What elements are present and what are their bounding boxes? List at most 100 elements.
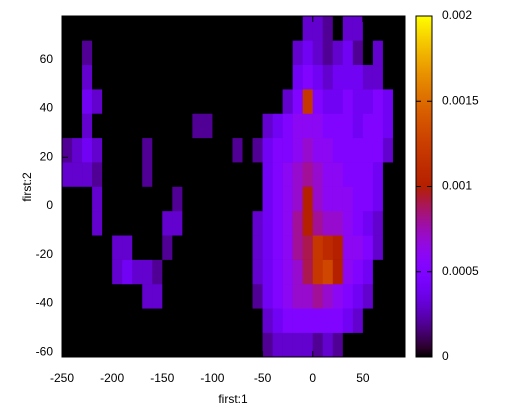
heat-cell [62,235,73,260]
heat-cell [282,210,293,236]
heat-cell [172,64,183,90]
heat-cell [132,40,143,66]
heat-cell [62,186,73,212]
heat-cell [102,16,113,41]
heat-cell [212,137,223,163]
heat-cell [122,162,133,187]
heat-cell [332,40,344,66]
heat-cell [122,259,133,285]
heat-cell [322,235,334,260]
heatmap-cells [62,16,404,358]
heat-cell [92,162,103,187]
plot-frame [61,15,406,358]
heat-cell [382,186,394,212]
heat-cell [92,283,103,309]
heat-cell [82,162,93,187]
heat-cell [72,308,83,333]
heat-cell [202,235,213,260]
heat-cell [252,89,263,114]
heat-cell [152,40,163,66]
heat-cell [292,332,304,358]
heat-cell [242,40,253,66]
heat-cell [352,235,364,260]
heat-cell [112,137,123,163]
heat-cell [222,89,233,114]
heat-cell [332,64,344,90]
heat-cell [202,89,213,114]
heat-cell [392,283,404,309]
heat-cell [212,210,223,236]
heat-cell [222,137,233,163]
heat-cell [202,332,213,358]
heat-cell [172,162,183,187]
heat-cell [342,186,354,212]
heat-cell [262,89,273,114]
heat-cell [142,210,153,236]
heat-cell [192,235,203,260]
heat-cell [92,332,103,358]
heat-cell [112,89,123,114]
heat-cell [352,162,364,187]
heat-cell [312,16,324,41]
heat-cell [182,137,193,163]
heat-cell [202,162,213,187]
heat-cell [332,186,344,212]
heat-cell [162,113,173,139]
heat-cell [212,40,223,66]
heat-cell [162,64,173,90]
heat-cell [332,235,344,260]
heat-cell [152,210,163,236]
heat-cell [242,64,253,90]
heat-cell [252,162,263,187]
heat-cell [352,137,364,163]
heat-cell [352,308,364,333]
heat-cell [272,113,283,139]
heat-cell [282,308,293,333]
heat-cell [62,162,73,187]
x-tick-label: -100 [200,371,224,385]
heat-cell [162,210,173,236]
heat-cell [142,162,153,187]
heat-cell [102,283,113,309]
heat-cell [72,235,83,260]
heat-cell [372,162,384,187]
heat-cell [292,210,304,236]
heat-cell [302,235,314,260]
heat-cell [132,137,143,163]
heat-cell [212,235,223,260]
heat-cell [292,283,304,309]
heat-cell [122,283,133,309]
heat-cell [322,137,334,163]
heat-cell [342,40,354,66]
heat-cell [352,283,364,309]
heat-cell [232,332,243,358]
heat-cell [302,137,314,163]
heat-cell [182,308,193,333]
heat-cell [92,64,103,90]
heat-cell [182,283,193,309]
heat-cell [372,113,384,139]
heat-cell [202,283,213,309]
heat-cell [92,40,103,66]
heat-cell [132,283,143,309]
heat-cell [222,113,233,139]
colorbar-tick-label: 0.002 [442,8,472,22]
heat-cell [382,283,394,309]
heat-cell [162,283,173,309]
heat-cell [252,186,263,212]
heat-cell [82,64,93,90]
heat-cell [332,332,344,358]
heat-cell [222,283,233,309]
heat-cell [252,235,263,260]
heat-cell [132,16,143,41]
heat-cell [122,16,133,41]
heat-cell [272,308,283,333]
heat-cell [302,113,314,139]
heat-cell [392,332,404,358]
heat-cell [82,308,93,333]
heat-cell [222,308,233,333]
heat-cell [362,283,374,309]
heat-cell [102,210,113,236]
heat-cell [102,137,113,163]
heat-cell [102,308,113,333]
